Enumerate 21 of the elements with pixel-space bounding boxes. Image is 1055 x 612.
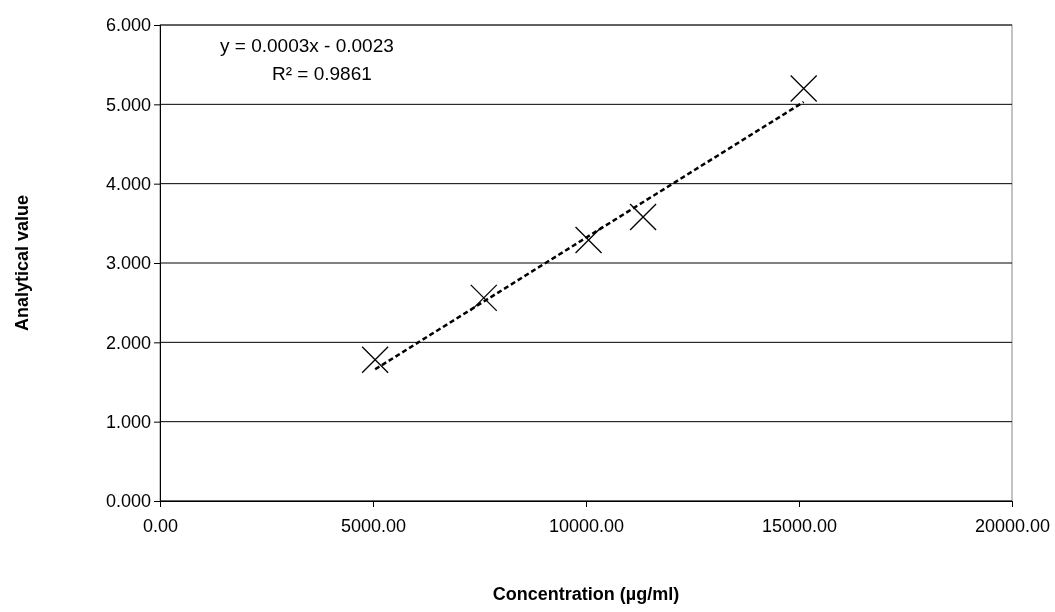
y-axis-title: Analytical value [12,194,32,332]
x-tick-label: 10000.00 [548,515,625,536]
point [361,346,389,374]
x-tick-label: 0.00 [142,515,179,536]
y-tick-label: 3.000 [105,253,151,274]
y-tick-label: 4.000 [105,173,151,194]
annotation: R² = 0.9861 [272,63,372,84]
y-tick-label: 6.000 [105,15,151,36]
x-tick-label: 5000.00 [340,515,407,536]
y-tick-label: 5.000 [105,94,151,115]
y-tick-label: 1.000 [105,411,151,432]
point [629,203,657,231]
point [574,226,603,254]
point [470,284,498,312]
x-tick-label: 15000.00 [761,515,838,536]
y-tick-label: 0.000 [105,491,151,512]
annotation: y = 0.0003x - 0.0023 [220,35,394,56]
x-axis-title: Concentration (µg/ml) [492,584,680,604]
point [790,74,818,103]
x-tick-label: 20000.00 [974,515,1051,536]
y-tick-label: 2.000 [105,332,151,353]
